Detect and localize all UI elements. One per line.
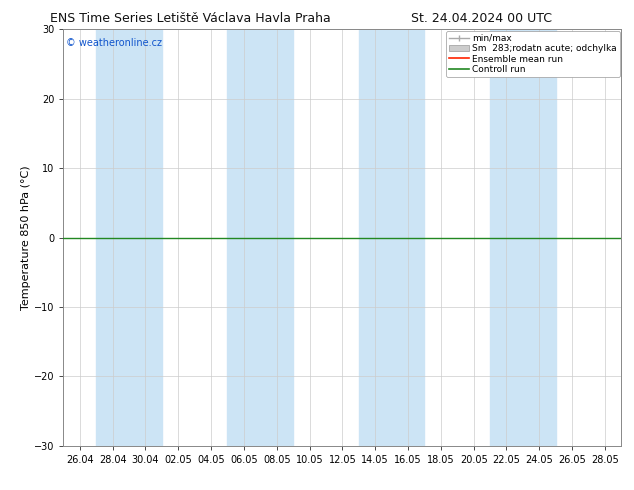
- Y-axis label: Temperature 850 hPa (°C): Temperature 850 hPa (°C): [21, 165, 31, 310]
- Bar: [490, 29, 555, 446]
- Text: © weatheronline.cz: © weatheronline.cz: [66, 38, 162, 48]
- Bar: [96, 29, 162, 446]
- Text: ENS Time Series Letiště Václava Havla Praha: ENS Time Series Letiště Václava Havla Pr…: [50, 12, 330, 25]
- Text: St. 24.04.2024 00 UTC: St. 24.04.2024 00 UTC: [411, 12, 552, 25]
- Bar: [359, 29, 424, 446]
- Legend: min/max, Sm  283;rodatn acute; odchylka, Ensemble mean run, Controll run: min/max, Sm 283;rodatn acute; odchylka, …: [446, 31, 619, 76]
- Bar: [228, 29, 293, 446]
